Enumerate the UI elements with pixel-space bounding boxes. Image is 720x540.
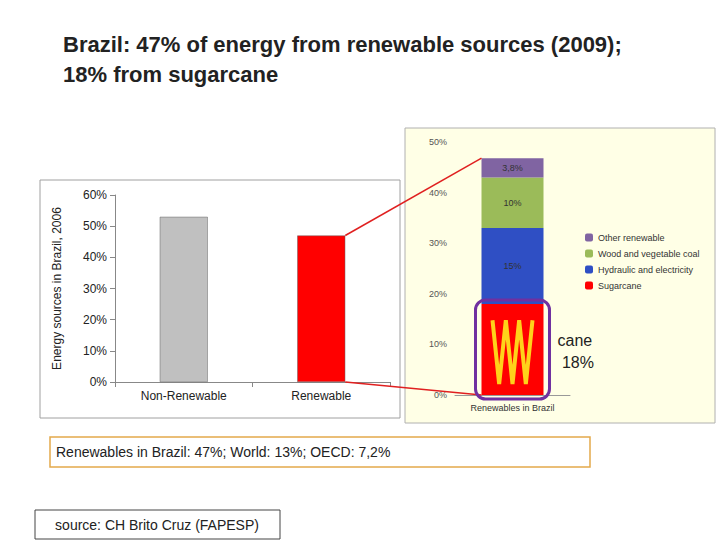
- svg-text:40%: 40%: [83, 250, 107, 264]
- svg-text:30%: 30%: [83, 282, 107, 296]
- svg-text:10%: 10%: [429, 339, 447, 349]
- svg-text:18% from sugarcane: 18% from sugarcane: [63, 62, 278, 87]
- svg-text:Brazil: 47% of energy from ren: Brazil: 47% of energy from renewable sou…: [63, 32, 628, 57]
- svg-text:Hydraulic and electricity: Hydraulic and electricity: [598, 265, 694, 275]
- svg-text:Renewables in Brazil: 47%; Wor: Renewables in Brazil: 47%; World: 13%; O…: [56, 444, 390, 460]
- svg-text:3,8%: 3,8%: [502, 163, 523, 173]
- svg-text:60%: 60%: [83, 188, 107, 202]
- svg-text:Energy sources in Brazil, 2006: Energy sources in Brazil, 2006: [50, 207, 64, 370]
- svg-text:Wood and vegetable coal: Wood and vegetable coal: [598, 249, 699, 259]
- svg-text:Renewable: Renewable: [291, 389, 351, 403]
- svg-text:40%: 40%: [429, 188, 447, 198]
- svg-text:Sugarcane: Sugarcane: [598, 281, 642, 291]
- svg-text:50%: 50%: [429, 137, 447, 147]
- svg-text:Renewables in Brazil: Renewables in Brazil: [470, 403, 554, 413]
- svg-text:50%: 50%: [83, 219, 107, 233]
- svg-text:30%: 30%: [429, 238, 447, 248]
- svg-text:10%: 10%: [83, 344, 107, 358]
- svg-text:Non-Renewable: Non-Renewable: [141, 389, 227, 403]
- svg-text:20%: 20%: [83, 313, 107, 327]
- svg-text:source: CH Brito Cruz (FAPESP): source: CH Brito Cruz (FAPESP): [55, 517, 259, 533]
- svg-text:0%: 0%: [90, 375, 108, 389]
- svg-text:Other renewable: Other renewable: [598, 233, 665, 243]
- svg-text:cane: cane: [558, 332, 593, 349]
- svg-text:15%: 15%: [503, 261, 521, 271]
- svg-text:10%: 10%: [503, 198, 521, 208]
- svg-text:0%: 0%: [434, 390, 447, 400]
- svg-text:18%: 18%: [558, 354, 594, 371]
- svg-text:20%: 20%: [429, 289, 447, 299]
